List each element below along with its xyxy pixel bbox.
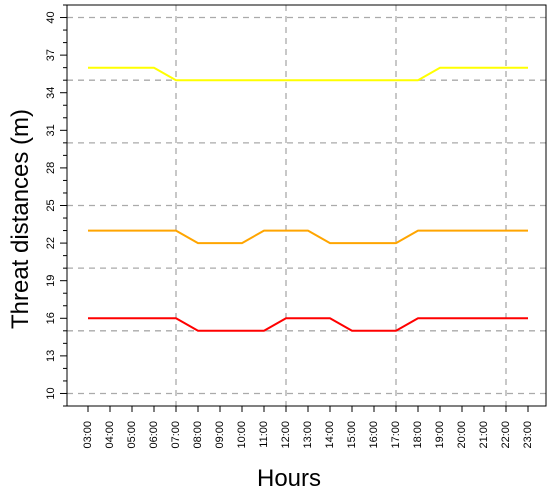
- y-tick-label: 25: [45, 199, 57, 211]
- y-tick-label: 28: [45, 162, 57, 174]
- x-tick-label: 11:00: [258, 421, 270, 448]
- series-line-1: [88, 66, 528, 82]
- x-tick-label: 23:00: [522, 421, 534, 449]
- x-tick-label: 15:00: [346, 421, 358, 449]
- y-tick-label: 13: [45, 350, 57, 362]
- x-tick-label: 06:00: [148, 421, 160, 449]
- x-tick-label: 20:00: [456, 421, 468, 449]
- x-tick-label: 08:00: [192, 421, 204, 449]
- x-tick-label: 14:00: [324, 421, 336, 449]
- x-tick-label: 04:00: [104, 421, 116, 449]
- x-tick-label: 13:00: [302, 421, 314, 449]
- series-line-2: [88, 229, 528, 245]
- grid: [67, 5, 546, 406]
- y-tick-label: 34: [45, 87, 57, 99]
- series-lines: [88, 66, 528, 332]
- y-tick-label: 16: [45, 312, 57, 324]
- y-tick-label: 22: [45, 237, 57, 249]
- x-tick-label: 09:00: [214, 421, 226, 449]
- y-tick-label: 37: [45, 49, 57, 61]
- x-tick-label: 12:00: [280, 421, 292, 449]
- x-tick-label: 18:00: [412, 421, 424, 449]
- series-line-3: [88, 317, 528, 332]
- x-tick-label: 16:00: [368, 421, 380, 449]
- x-axis-title: Hours: [257, 465, 321, 492]
- x-tick-label: 10:00: [236, 421, 248, 449]
- y-axis: 10 13 16 19 22 25 28 31 34 37 40: [45, 4, 67, 407]
- x-tick-label: 03:00: [82, 421, 94, 449]
- x-axis: 03:00 04:00 05:00 06:00 07:00 08:00 09:00 10:00…: [82, 406, 534, 449]
- y-tick-label: 31: [45, 124, 57, 136]
- x-tick-label: 21:00: [478, 421, 490, 449]
- y-tick-label: 40: [45, 11, 57, 23]
- y-tick-label: 10: [45, 387, 57, 399]
- y-tick-label: 19: [45, 275, 57, 287]
- x-tick-label: 05:00: [126, 421, 138, 449]
- x-tick-label: 07:00: [170, 421, 182, 449]
- x-tick-label: 22:00: [500, 421, 512, 449]
- x-tick-label: 17:00: [390, 421, 402, 449]
- y-axis-title: Threat distances (m): [7, 109, 34, 329]
- x-tick-label: 19:00: [434, 421, 446, 449]
